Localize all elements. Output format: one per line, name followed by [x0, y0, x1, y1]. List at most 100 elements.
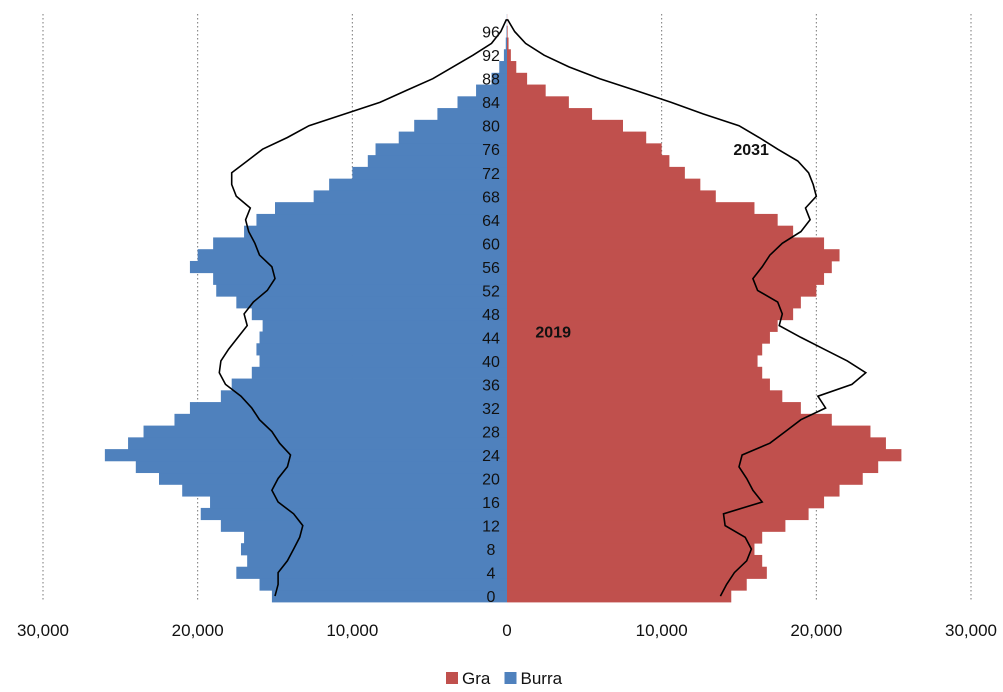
- age-tick-label: 72: [482, 166, 500, 183]
- age-tick-label: 80: [482, 119, 500, 136]
- female-bar: [507, 390, 783, 403]
- male-bar: [271, 590, 507, 603]
- age-tick-label: 4: [487, 566, 496, 583]
- female-bar: [507, 543, 755, 556]
- age-tick-label: 12: [482, 519, 500, 536]
- age-tick-label: 28: [482, 424, 500, 441]
- male-bar: [437, 108, 507, 121]
- male-bar: [104, 449, 507, 462]
- male-bar: [251, 366, 507, 379]
- female-bar: [507, 566, 767, 579]
- female-bars: [507, 14, 902, 603]
- age-tick-label: 32: [482, 401, 500, 418]
- male-bar: [503, 49, 507, 62]
- male-bar: [200, 507, 507, 521]
- female-bar: [507, 319, 778, 332]
- female-bar: [507, 449, 902, 462]
- female-bar: [507, 378, 770, 391]
- male-bar: [367, 155, 507, 168]
- legend: Gra Burra: [446, 669, 563, 688]
- male-bar: [247, 554, 507, 568]
- female-bar: [507, 366, 763, 379]
- male-bar: [259, 331, 507, 344]
- female-bar: [507, 202, 755, 215]
- male-bar: [491, 72, 507, 85]
- male-bar: [236, 566, 508, 579]
- age-tick-label: 20: [482, 472, 500, 489]
- female-bar: [507, 284, 817, 297]
- x-tick-label: 20,000: [172, 621, 224, 640]
- female-bar: [507, 554, 763, 568]
- outline-2031-female: [507, 19, 868, 597]
- legend-label: Burra: [521, 669, 563, 688]
- male-bars: [104, 14, 508, 603]
- female-bar: [507, 272, 825, 285]
- male-bar: [220, 519, 507, 532]
- age-tick-label: 84: [482, 95, 500, 112]
- female-bar: [507, 496, 825, 509]
- female-bar: [507, 37, 509, 50]
- female-bar: [507, 425, 871, 438]
- female-bar: [507, 84, 546, 97]
- female-bar: [507, 155, 670, 168]
- female-bar: [507, 590, 732, 603]
- male-bar: [213, 272, 507, 285]
- age-tick-label: 92: [482, 48, 500, 65]
- projection-outline: [218, 19, 868, 597]
- female-bar: [507, 355, 758, 368]
- female-bar: [507, 190, 716, 203]
- male-bar: [240, 543, 507, 556]
- age-tick-label: 36: [482, 377, 500, 394]
- female-bar: [507, 331, 770, 344]
- age-tick-label: 0: [487, 589, 496, 606]
- male-bar: [375, 143, 507, 156]
- female-bar: [507, 413, 832, 426]
- female-bar: [507, 131, 647, 144]
- male-bar: [174, 413, 507, 426]
- female-bar: [507, 343, 763, 356]
- female-bar: [507, 178, 701, 191]
- male-bar: [259, 355, 507, 368]
- female-bar: [507, 96, 569, 109]
- female-bar: [507, 49, 511, 62]
- x-tick-label: 0: [502, 621, 511, 640]
- male-bar: [275, 202, 507, 215]
- male-bar: [398, 131, 507, 144]
- male-bar: [244, 531, 508, 544]
- male-bar: [313, 190, 507, 203]
- x-tick-label: 10,000: [326, 621, 378, 640]
- male-bar: [256, 213, 507, 227]
- age-axis-labels: 0481216202428323640444852566064687276808…: [482, 25, 500, 606]
- female-bar: [507, 213, 778, 227]
- male-bar: [128, 437, 508, 450]
- male-bar: [352, 166, 507, 180]
- male-bar: [329, 178, 507, 191]
- female-bar: [507, 260, 832, 274]
- age-tick-label: 96: [482, 25, 500, 42]
- male-bar: [476, 84, 507, 97]
- female-bar: [507, 507, 809, 521]
- female-bar: [507, 25, 508, 38]
- legend-swatch: [446, 672, 458, 684]
- male-bar: [220, 390, 507, 403]
- female-bar: [507, 308, 794, 321]
- female-bar: [507, 166, 685, 180]
- male-bar: [189, 260, 507, 274]
- female-bar: [507, 225, 794, 238]
- male-bar: [505, 37, 507, 50]
- male-bar: [182, 484, 507, 497]
- annotations: 2019 2031: [535, 142, 769, 341]
- female-bar: [507, 249, 840, 262]
- male-bar: [262, 319, 507, 332]
- female-bar: [507, 61, 517, 74]
- age-tick-label: 56: [482, 260, 500, 277]
- age-tick-label: 8: [487, 542, 496, 559]
- female-bar: [507, 519, 786, 532]
- age-tick-label: 68: [482, 189, 500, 206]
- legend-swatch: [504, 672, 517, 684]
- female-bar: [507, 119, 623, 132]
- male-bar: [236, 296, 508, 309]
- male-bar: [231, 378, 507, 391]
- female-bar: [507, 460, 879, 474]
- age-tick-label: 88: [482, 72, 500, 89]
